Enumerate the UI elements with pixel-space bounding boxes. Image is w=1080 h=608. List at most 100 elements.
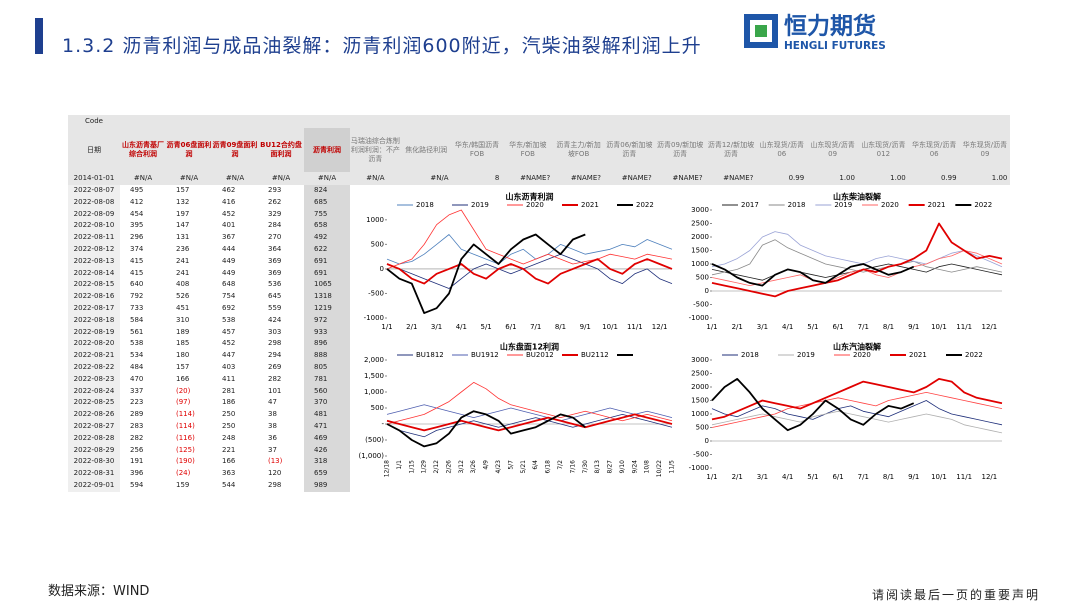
legend-label: 2022 (974, 201, 992, 209)
x-tick-label: 5/7 (507, 460, 514, 470)
notice: 请阅读最后一页的重要声明 (871, 588, 1040, 602)
cell: 37 (268, 445, 277, 454)
cell: 733 (130, 303, 144, 312)
column-header: 山东沥青基厂综合利润 (122, 141, 164, 158)
cell: 0.99 (940, 174, 957, 182)
y-tick-label: 500 (696, 424, 709, 432)
row: 2022-08-09 454 197 452 329 755 (68, 208, 350, 221)
cell: 584 (130, 315, 144, 324)
cell: 415 (130, 268, 144, 277)
series-line (711, 392, 1003, 428)
date-cell: 2022-08-08 (68, 196, 120, 209)
x-tick-label: 10/1 (931, 473, 947, 481)
y-tick-label: 2,000 (364, 356, 384, 364)
cell: 989 (304, 479, 350, 492)
date-cell: 2022-08-19 (68, 326, 120, 339)
cell: 401 (222, 221, 236, 230)
cell: (116) (176, 433, 195, 442)
legend-label: 2019 (797, 351, 815, 359)
x-tick-label: 1/1 (381, 323, 392, 331)
cell: 281 (222, 386, 236, 395)
row: 2022-08-17 733 451 692 559 1219 (68, 302, 350, 315)
cell: 1065 (304, 279, 350, 292)
y-tick-label: 0 (705, 287, 709, 295)
cell (909, 115, 960, 128)
y-tick-label: 0 (705, 437, 709, 445)
x-tick-label: 7/1 (530, 323, 541, 331)
column-header: 沥青主力/新加坡FOB (556, 141, 601, 158)
row: 2022-08-31 396 (24) 363 120 659 (68, 468, 350, 480)
x-tick-label: 4/1 (782, 323, 793, 331)
cell: 284 (268, 221, 282, 230)
x-tick-label: 8/1 (883, 473, 894, 481)
x-tick-label: 10/22 (656, 460, 663, 477)
row: 2022-08-25 223 (97) 186 47 370 (68, 397, 350, 410)
cell: 298 (268, 339, 282, 348)
chart-title: 山东柴油裂解 (833, 192, 881, 202)
row: 2022-08-23 470 166 411 282 781 (68, 373, 350, 386)
y-tick-label: 1,000 (364, 388, 384, 396)
x-tick-label: 9/10 (619, 460, 626, 474)
x-tick-label: 5/21 (520, 460, 527, 474)
cell (756, 115, 807, 128)
date-cell: 2022-08-31 (68, 468, 120, 480)
x-tick-label: 12/1 (652, 323, 668, 331)
x-tick-label: 6/4 (532, 460, 539, 470)
cell: 449 (222, 268, 236, 277)
x-tick-label: 11/1 (627, 323, 643, 331)
y-tick-label: -1000 (689, 314, 709, 322)
chart: 山东盘面12利润2,0001,5001,000500-(500)(1,000)1… (358, 342, 675, 478)
cell: 1219 (304, 302, 350, 315)
cell (858, 115, 909, 128)
cell: (190) (176, 457, 195, 466)
legend-label: 2018 (416, 201, 434, 209)
cell: 408 (176, 280, 190, 289)
cell: 132 (176, 197, 190, 206)
cell: 337 (130, 386, 144, 395)
x-tick-label: 8/27 (607, 460, 614, 474)
y-tick-label: 3000 (691, 206, 709, 214)
logo: 恒力期货 HENGLI FUTURES (744, 13, 886, 52)
column-header: 华东现货/沥青09 (962, 141, 1008, 158)
x-tick-label: 2/12 (433, 460, 440, 474)
logo-name: 恒力期货 (784, 13, 876, 40)
x-tick-label: 4/23 (495, 460, 502, 474)
date-cell: 2022-08-14 (68, 267, 120, 280)
cell: #NAME? (672, 174, 703, 182)
cell: 241 (176, 256, 190, 265)
cell: #N/A (430, 174, 449, 182)
cell: 452 (222, 339, 236, 348)
cell: 294 (268, 351, 282, 360)
column-header: 沥青06/新加坡沥青 (606, 141, 653, 158)
row: 2022-08-28 282 (116) 248 36 469 (68, 432, 350, 445)
cell: 645 (268, 292, 282, 301)
cell: 484 (130, 362, 144, 371)
cell: (114) (176, 421, 195, 430)
cell: 469 (304, 432, 350, 445)
cell: 416 (222, 197, 236, 206)
cell: 412 (130, 197, 144, 206)
cell: 303 (268, 327, 282, 336)
y-tick-label: -500 (693, 301, 709, 309)
cell (212, 115, 258, 128)
code-label: Code (85, 117, 103, 125)
series-line (386, 404, 673, 422)
legend-label: BU1812 (416, 351, 444, 359)
row: 2022-08-20 538 185 452 298 896 (68, 338, 350, 351)
row: Code (68, 115, 1010, 128)
x-tick-label: 9/1 (908, 323, 919, 331)
cell: 293 (268, 186, 282, 194)
cell (166, 115, 212, 128)
date-cell: 2022-08-09 (68, 208, 120, 221)
date-cell: 2022-08-24 (68, 385, 120, 398)
cell: 367 (222, 233, 236, 242)
data-table: 2022-08-07 495 157 462 293 824 2022-08-08 412 13… (68, 185, 350, 492)
date-cell: 2022-08-28 (68, 432, 120, 445)
legend-label: 2021 (581, 201, 599, 209)
x-tick-label: 12/1 (982, 473, 998, 481)
series-line (711, 231, 1003, 268)
column-header: 山东现货/沥青012 (861, 141, 906, 158)
x-tick-label: 6/1 (832, 323, 843, 331)
cell: 424 (268, 315, 282, 324)
